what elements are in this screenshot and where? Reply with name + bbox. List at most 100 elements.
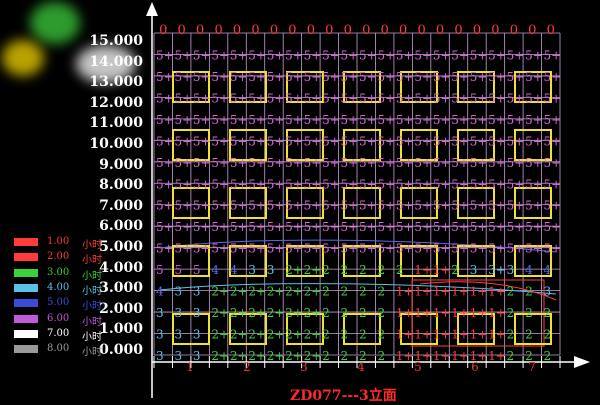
duration-cell: 1+ — [470, 349, 488, 363]
column-number: 5 — [414, 360, 422, 374]
duration-cell: 5+ — [174, 70, 192, 84]
duration-cell: 2 — [544, 349, 552, 363]
duration-cell: 5+ — [433, 91, 451, 105]
duration-cell: 5+ — [525, 134, 543, 148]
duration-cell: 2 — [341, 285, 349, 299]
y-axis-label: 4.000 — [99, 259, 143, 276]
duration-cell: 2+ — [267, 349, 285, 363]
duration-cell: 5+ — [359, 70, 377, 84]
duration-cell: 5+ — [525, 177, 543, 191]
duration-cell: 2+ — [304, 285, 322, 299]
duration-cell: 2+ — [211, 306, 229, 320]
duration-cell: 5+ — [359, 242, 377, 256]
duration-cell: 3 — [507, 263, 515, 277]
duration-cell: 2+ — [211, 285, 229, 299]
duration-cell: 5+ — [341, 48, 359, 62]
duration-cell: 5+ — [341, 177, 359, 191]
duration-cell: 5+ — [470, 177, 488, 191]
duration-cell: 5+ — [488, 70, 506, 84]
legend-unit: 小时 — [82, 270, 102, 282]
duration-cell: 5+ — [230, 156, 248, 170]
duration-cell: 5+ — [488, 177, 506, 191]
duration-cell: 5+ — [451, 91, 469, 105]
duration-cell: 5+ — [341, 199, 359, 213]
column-number: 6 — [471, 360, 479, 374]
duration-cell: 5+ — [451, 113, 469, 127]
legend-value: 2.00 — [47, 251, 70, 263]
duration-cell: 2 — [359, 349, 367, 363]
legend-unit: 小时 — [82, 331, 102, 343]
duration-cell: 5+ — [470, 156, 488, 170]
duration-cell: 5+ — [377, 70, 395, 84]
zero-cell: 0 — [251, 23, 259, 38]
duration-cell: 5+ — [433, 242, 451, 256]
legend-value: 1.00 — [47, 236, 70, 247]
duration-cell: 5+ — [525, 220, 543, 234]
duration-cell: 5+ — [470, 91, 488, 105]
duration-cell: 5+ — [396, 91, 414, 105]
duration-cell: 5+ — [470, 48, 488, 62]
duration-cell: 5+ — [396, 134, 414, 148]
duration-cell: 5+ — [488, 134, 506, 148]
duration-cell: 3 — [174, 328, 182, 342]
duration-cell: 2 — [322, 328, 330, 342]
window-outline — [172, 313, 210, 345]
duration-cell: 2 — [341, 328, 349, 342]
legend-value: 3.00 — [47, 266, 70, 278]
column-number: 3 — [300, 360, 308, 374]
duration-cell: 5+ — [322, 220, 340, 234]
duration-cell: 5+ — [396, 48, 414, 62]
zero-cell: 0 — [325, 23, 333, 38]
duration-cell: 5+ — [248, 199, 266, 213]
duration-cell: 5+ — [285, 48, 303, 62]
duration-cell: 5+ — [211, 220, 229, 234]
duration-cell: 2+ — [285, 306, 303, 320]
duration-cell: 5+ — [193, 199, 211, 213]
duration-cell: 1+ — [451, 306, 469, 320]
duration-cell: 5+ — [433, 48, 451, 62]
duration-cell: 5+ — [396, 177, 414, 191]
duration-cell: 5+ — [322, 70, 340, 84]
duration-cell: 2+ — [304, 349, 322, 363]
y-axis-label: 7.000 — [99, 197, 143, 214]
duration-cell: 5+ — [414, 91, 432, 105]
duration-cell: 5+ — [230, 48, 248, 62]
x-axis-arrow — [574, 356, 590, 368]
duration-cell: 1+ — [488, 349, 506, 363]
duration-cell: 5+ — [544, 113, 562, 127]
duration-cell: 2 — [377, 285, 385, 299]
duration-cell: 5+ — [414, 48, 432, 62]
duration-cell: 5+ — [507, 48, 525, 62]
duration-cell: 4 — [230, 263, 238, 277]
duration-cell: 5+ — [544, 91, 562, 105]
duration-cell: 1+ — [433, 285, 451, 299]
duration-cell: 5+ — [414, 199, 432, 213]
duration-cell: 5+ — [230, 199, 248, 213]
contour-curve — [159, 239, 557, 253]
duration-cell: 2 — [507, 328, 515, 342]
legend-swatch — [14, 314, 38, 323]
duration-cell: 5+ — [544, 70, 562, 84]
duration-cell: 3 — [174, 306, 182, 320]
duration-cell: 5+ — [322, 156, 340, 170]
duration-cell: 5+ — [285, 156, 303, 170]
duration-cell: 2 — [341, 349, 349, 363]
window-outline — [286, 71, 324, 103]
duration-cell: 5+ — [433, 220, 451, 234]
zero-cell: 0 — [436, 23, 444, 38]
legend-unit: 小时 — [82, 240, 102, 251]
window-outline — [343, 245, 381, 277]
duration-cell: 2 — [451, 263, 459, 277]
duration-cell: 5+ — [230, 70, 248, 84]
duration-cell: 1+ — [470, 285, 488, 299]
zero-cell: 0 — [270, 23, 278, 38]
duration-cell: 5+ — [304, 177, 322, 191]
legend-value: 8.00 — [47, 343, 70, 355]
duration-cell: 3 — [470, 263, 478, 277]
duration-cell: 5+ — [248, 134, 266, 148]
legend-unit: 小时 — [82, 255, 102, 267]
duration-cell: 5+ — [359, 199, 377, 213]
duration-cell: 2+ — [267, 328, 285, 342]
duration-cell: 5+ — [248, 91, 266, 105]
duration-cell: 5+ — [359, 113, 377, 127]
